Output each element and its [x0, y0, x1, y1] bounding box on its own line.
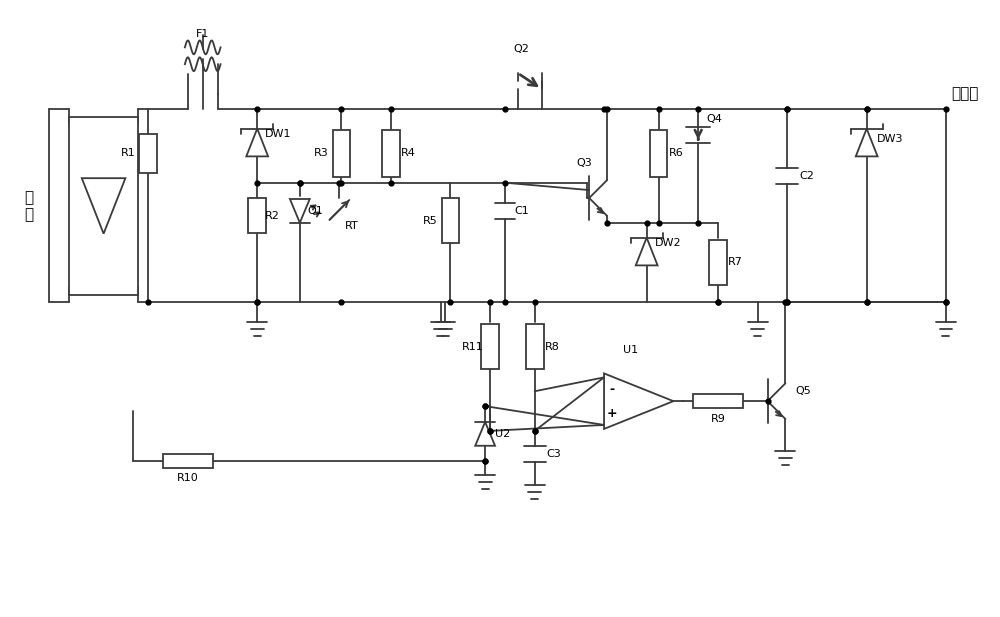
- Bar: [248, 199, 266, 233]
- Text: Q3: Q3: [576, 159, 592, 168]
- Polygon shape: [856, 128, 878, 156]
- Bar: [650, 130, 667, 177]
- Text: U1: U1: [623, 345, 638, 355]
- Text: R10: R10: [177, 473, 199, 484]
- Text: RT: RT: [344, 221, 358, 231]
- Text: DW3: DW3: [877, 133, 903, 144]
- Bar: [69, 117, 138, 295]
- Text: R6: R6: [668, 149, 683, 159]
- Text: 逆变器: 逆变器: [951, 86, 978, 101]
- Bar: [442, 199, 459, 243]
- Text: Q5: Q5: [795, 386, 811, 396]
- Text: R3: R3: [314, 149, 328, 159]
- Text: 市
电: 市 电: [25, 190, 34, 222]
- Bar: [526, 325, 544, 369]
- Polygon shape: [82, 178, 125, 234]
- Text: R2: R2: [265, 211, 280, 221]
- Text: R5: R5: [423, 216, 437, 226]
- Text: DW2: DW2: [655, 238, 681, 247]
- Text: R4: R4: [401, 149, 416, 159]
- Text: U2: U2: [495, 429, 510, 439]
- Bar: [333, 130, 350, 177]
- Text: C1: C1: [515, 206, 530, 216]
- Text: R8: R8: [545, 342, 559, 352]
- Text: DW1: DW1: [265, 128, 292, 139]
- Text: Q1: Q1: [308, 206, 323, 216]
- Bar: [481, 325, 499, 369]
- Polygon shape: [636, 238, 658, 265]
- Bar: [382, 130, 400, 177]
- Text: +: +: [607, 407, 617, 420]
- Text: Q4: Q4: [706, 114, 722, 124]
- Text: R1: R1: [120, 149, 135, 159]
- Text: F1: F1: [196, 30, 209, 39]
- Bar: [139, 134, 157, 173]
- Text: Z1: Z1: [94, 199, 113, 213]
- Bar: [693, 394, 743, 408]
- Bar: [709, 240, 727, 284]
- Text: R11: R11: [462, 342, 484, 352]
- Text: R9: R9: [711, 414, 725, 424]
- Text: -: -: [609, 383, 615, 395]
- Polygon shape: [290, 199, 310, 223]
- Text: C2: C2: [799, 171, 814, 181]
- Text: Q2: Q2: [514, 44, 530, 54]
- Bar: [163, 453, 213, 468]
- Text: C3: C3: [547, 449, 561, 458]
- Polygon shape: [475, 422, 495, 445]
- Polygon shape: [246, 128, 268, 156]
- Text: R7: R7: [728, 257, 743, 267]
- Polygon shape: [604, 373, 673, 429]
